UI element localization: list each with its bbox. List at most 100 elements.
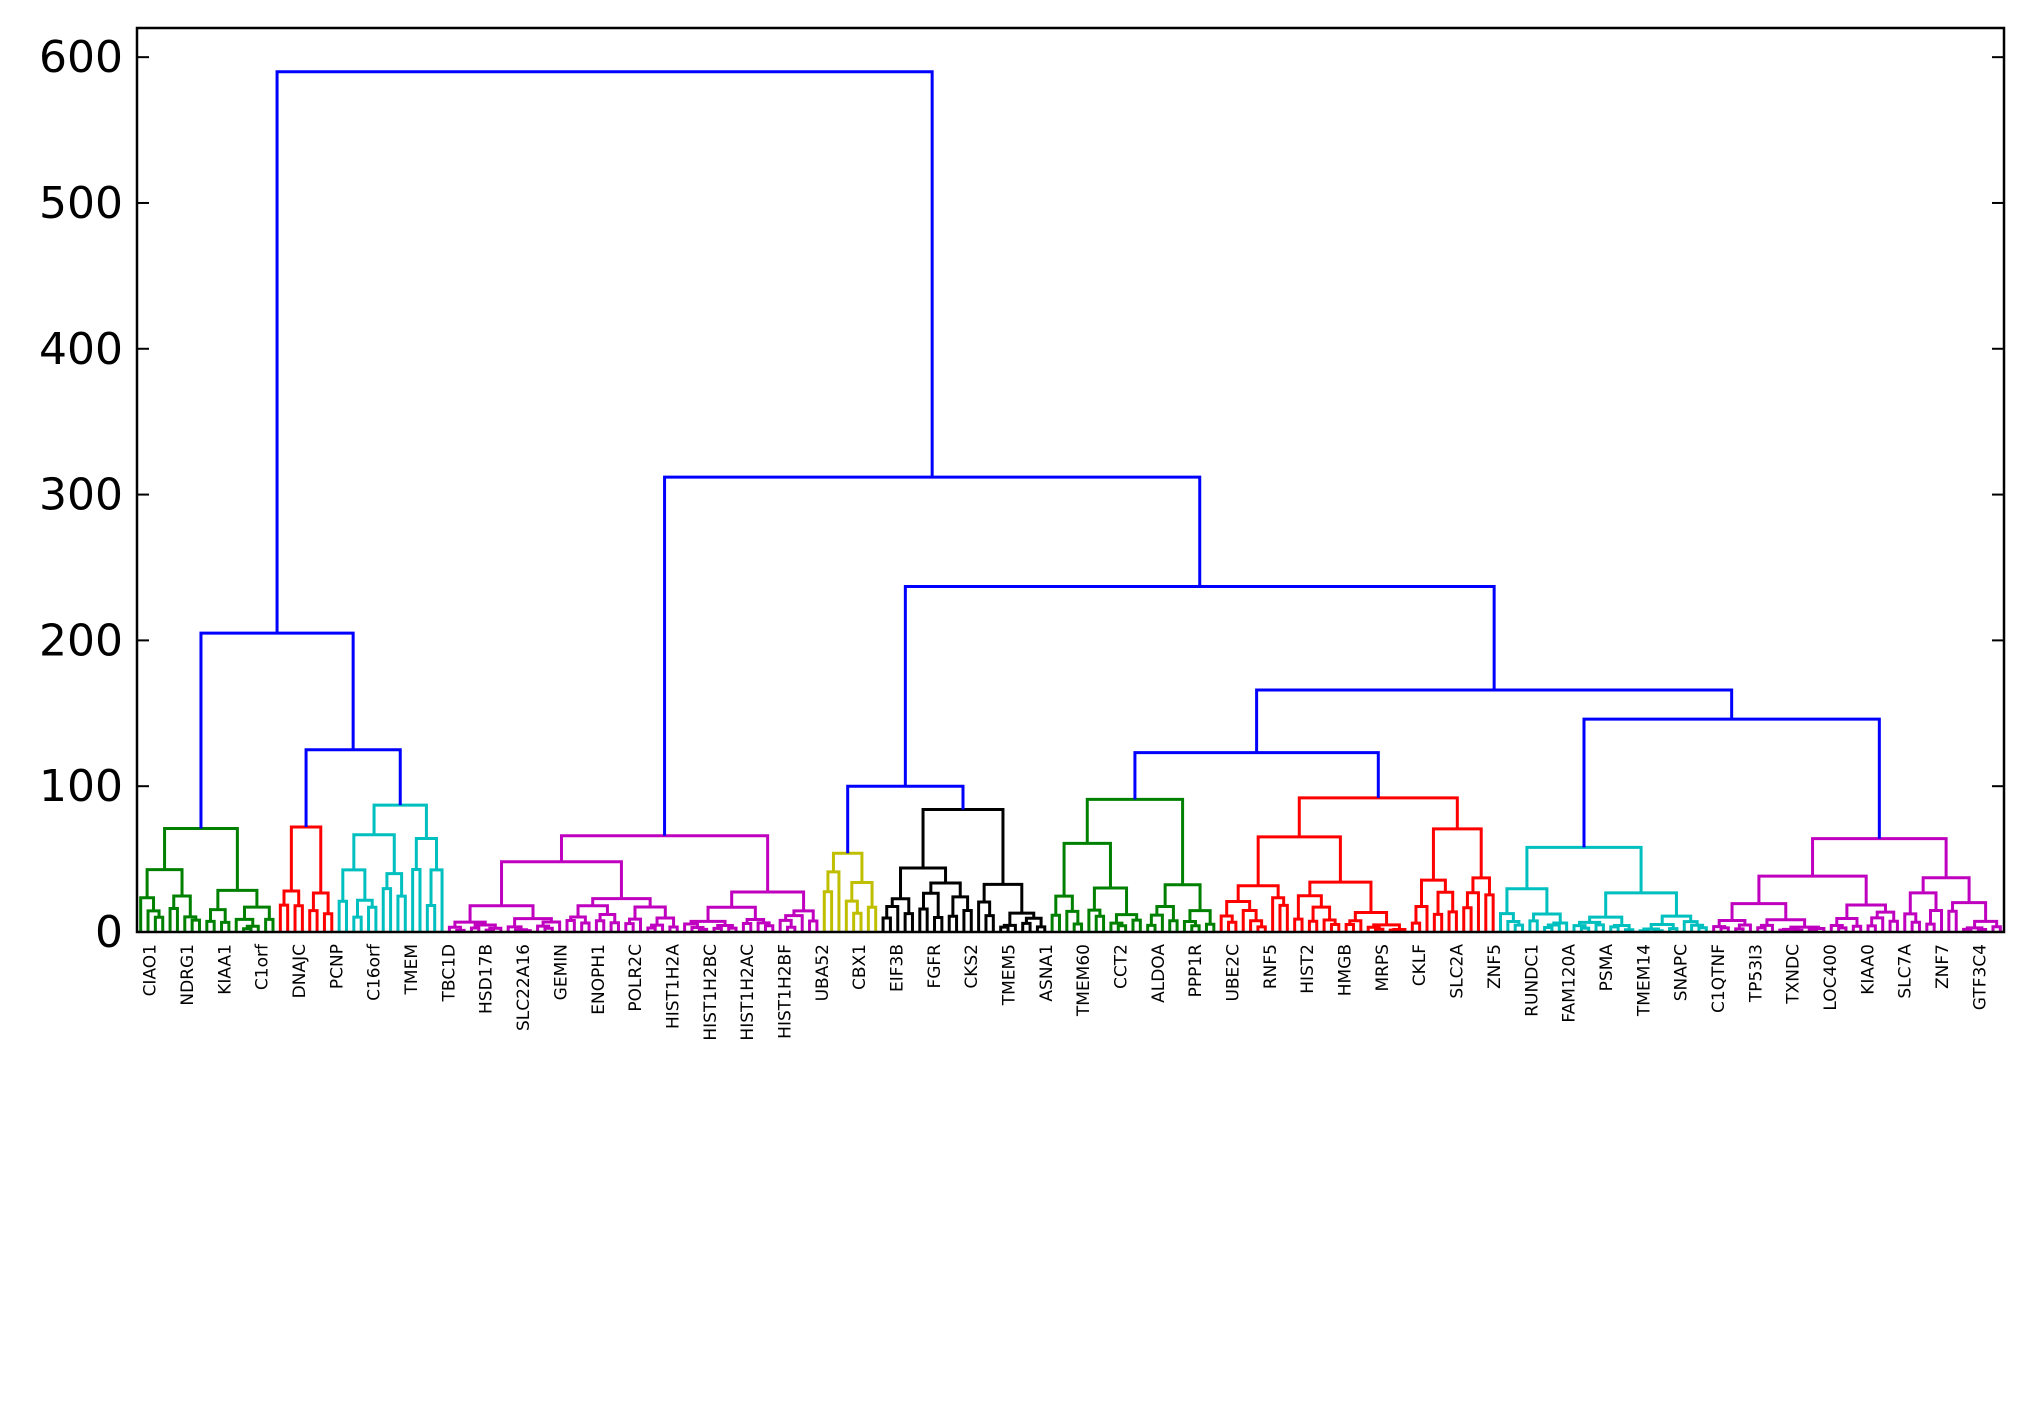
cluster-link bbox=[984, 914, 995, 932]
cluster-link bbox=[1579, 926, 1591, 932]
cluster-link bbox=[245, 924, 260, 932]
cluster-link bbox=[1690, 923, 1705, 932]
cluster-link bbox=[1109, 921, 1124, 932]
leaf-label: PSMA bbox=[1597, 944, 1617, 992]
cluster-link bbox=[1578, 920, 1602, 926]
dendrogram-links bbox=[139, 70, 2002, 933]
upper-link bbox=[304, 748, 402, 828]
cluster-link bbox=[1730, 902, 1788, 921]
leaf-label: ENOPH1 bbox=[589, 944, 609, 1015]
leaf-label: UBE2C bbox=[1224, 944, 1244, 1002]
cluster-link bbox=[1182, 919, 1197, 932]
cluster-link bbox=[293, 904, 304, 932]
leaf-label: DNAJC bbox=[290, 944, 310, 998]
cluster-link bbox=[576, 904, 609, 917]
cluster-link bbox=[1759, 923, 1774, 932]
cluster-link bbox=[153, 915, 165, 932]
upper-link bbox=[1133, 751, 1380, 800]
cluster-link bbox=[145, 868, 184, 898]
cluster-link bbox=[1910, 920, 1921, 932]
cluster-link bbox=[850, 881, 874, 908]
leaf-label: TMEM5 bbox=[999, 944, 1019, 1006]
cluster-link bbox=[234, 917, 255, 932]
cluster-link bbox=[311, 891, 330, 914]
leaf-label: ASNA1 bbox=[1037, 944, 1057, 1002]
cluster-link bbox=[741, 922, 753, 932]
cluster-link bbox=[933, 916, 944, 932]
leaf-label: EIF3B bbox=[887, 944, 907, 992]
cluster-link bbox=[1947, 909, 1958, 932]
cluster-link bbox=[1851, 924, 1863, 932]
cluster-link bbox=[1432, 912, 1444, 932]
cluster-link bbox=[668, 925, 679, 932]
cluster-link bbox=[411, 868, 422, 932]
cluster-link bbox=[425, 904, 437, 932]
cluster-link bbox=[1789, 925, 1820, 930]
cluster-link bbox=[1293, 917, 1304, 932]
cluster-link bbox=[220, 920, 231, 932]
cluster-link bbox=[1528, 919, 1539, 932]
cluster-link bbox=[1188, 909, 1212, 925]
cluster-link bbox=[289, 825, 323, 894]
cluster-link bbox=[866, 905, 878, 932]
cluster-link bbox=[609, 921, 620, 932]
leaf-label: PPP1R bbox=[1186, 944, 1206, 998]
leaf-label: HIST1H2AC bbox=[738, 944, 758, 1041]
cluster-link bbox=[1131, 918, 1142, 932]
upper-link bbox=[846, 784, 965, 854]
cluster-link bbox=[1414, 905, 1429, 932]
cluster-link bbox=[1903, 912, 1918, 932]
cluster-link bbox=[559, 834, 770, 893]
cluster-link bbox=[1227, 920, 1238, 932]
cluster-link bbox=[756, 921, 771, 932]
cluster-link bbox=[1965, 926, 1984, 930]
cluster-link bbox=[1837, 926, 1848, 932]
cluster-link bbox=[1462, 906, 1473, 932]
cluster-link bbox=[163, 826, 239, 891]
cluster-link bbox=[1525, 845, 1643, 893]
leaf-label: TP53I3 bbox=[1746, 944, 1766, 1003]
cluster-link bbox=[168, 906, 179, 932]
cluster-link bbox=[1008, 911, 1036, 926]
cluster-link bbox=[381, 887, 393, 932]
cluster-link bbox=[763, 924, 775, 932]
cluster-link bbox=[1781, 927, 1800, 931]
cluster-link bbox=[951, 895, 970, 917]
leaf-label: TXNDC bbox=[1784, 944, 1804, 1005]
cluster-link bbox=[565, 919, 576, 932]
cluster-link bbox=[903, 912, 914, 932]
cluster-link bbox=[500, 860, 623, 906]
cluster-link bbox=[1921, 876, 1971, 903]
leaf-label: ZNF7 bbox=[1933, 944, 1953, 989]
cluster-link bbox=[1734, 927, 1745, 932]
cluster-link bbox=[778, 918, 793, 932]
cluster-link bbox=[278, 903, 290, 932]
cluster-link bbox=[831, 851, 864, 883]
cluster-link bbox=[352, 833, 396, 874]
cluster-link bbox=[146, 909, 161, 932]
cluster-link bbox=[1021, 921, 1032, 932]
cluster-link bbox=[1256, 925, 1267, 932]
cluster-link bbox=[844, 899, 859, 932]
cluster-link bbox=[591, 897, 652, 907]
y-tick-label: 200 bbox=[39, 615, 123, 666]
cluster-link bbox=[1168, 919, 1179, 932]
cluster-link bbox=[947, 914, 959, 932]
cluster-link bbox=[1506, 920, 1521, 932]
y-tick-label: 0 bbox=[95, 907, 123, 958]
leaf-label: UBA52 bbox=[813, 944, 833, 1001]
cluster-link bbox=[216, 888, 259, 910]
cluster-link bbox=[1225, 899, 1252, 917]
cluster-link bbox=[1344, 923, 1355, 932]
y-tick-label: 100 bbox=[39, 761, 123, 812]
leaf-label: PCNP bbox=[327, 944, 347, 989]
leaf-label: TMEM14 bbox=[1634, 944, 1654, 1017]
upper-link bbox=[275, 70, 934, 634]
leaf-label: ZNF5 bbox=[1485, 944, 1505, 989]
cluster-link bbox=[962, 908, 973, 932]
cluster-link bbox=[541, 920, 562, 932]
leaf-label: FGFR bbox=[925, 944, 945, 989]
leaf-label: CKLF bbox=[1410, 944, 1430, 986]
